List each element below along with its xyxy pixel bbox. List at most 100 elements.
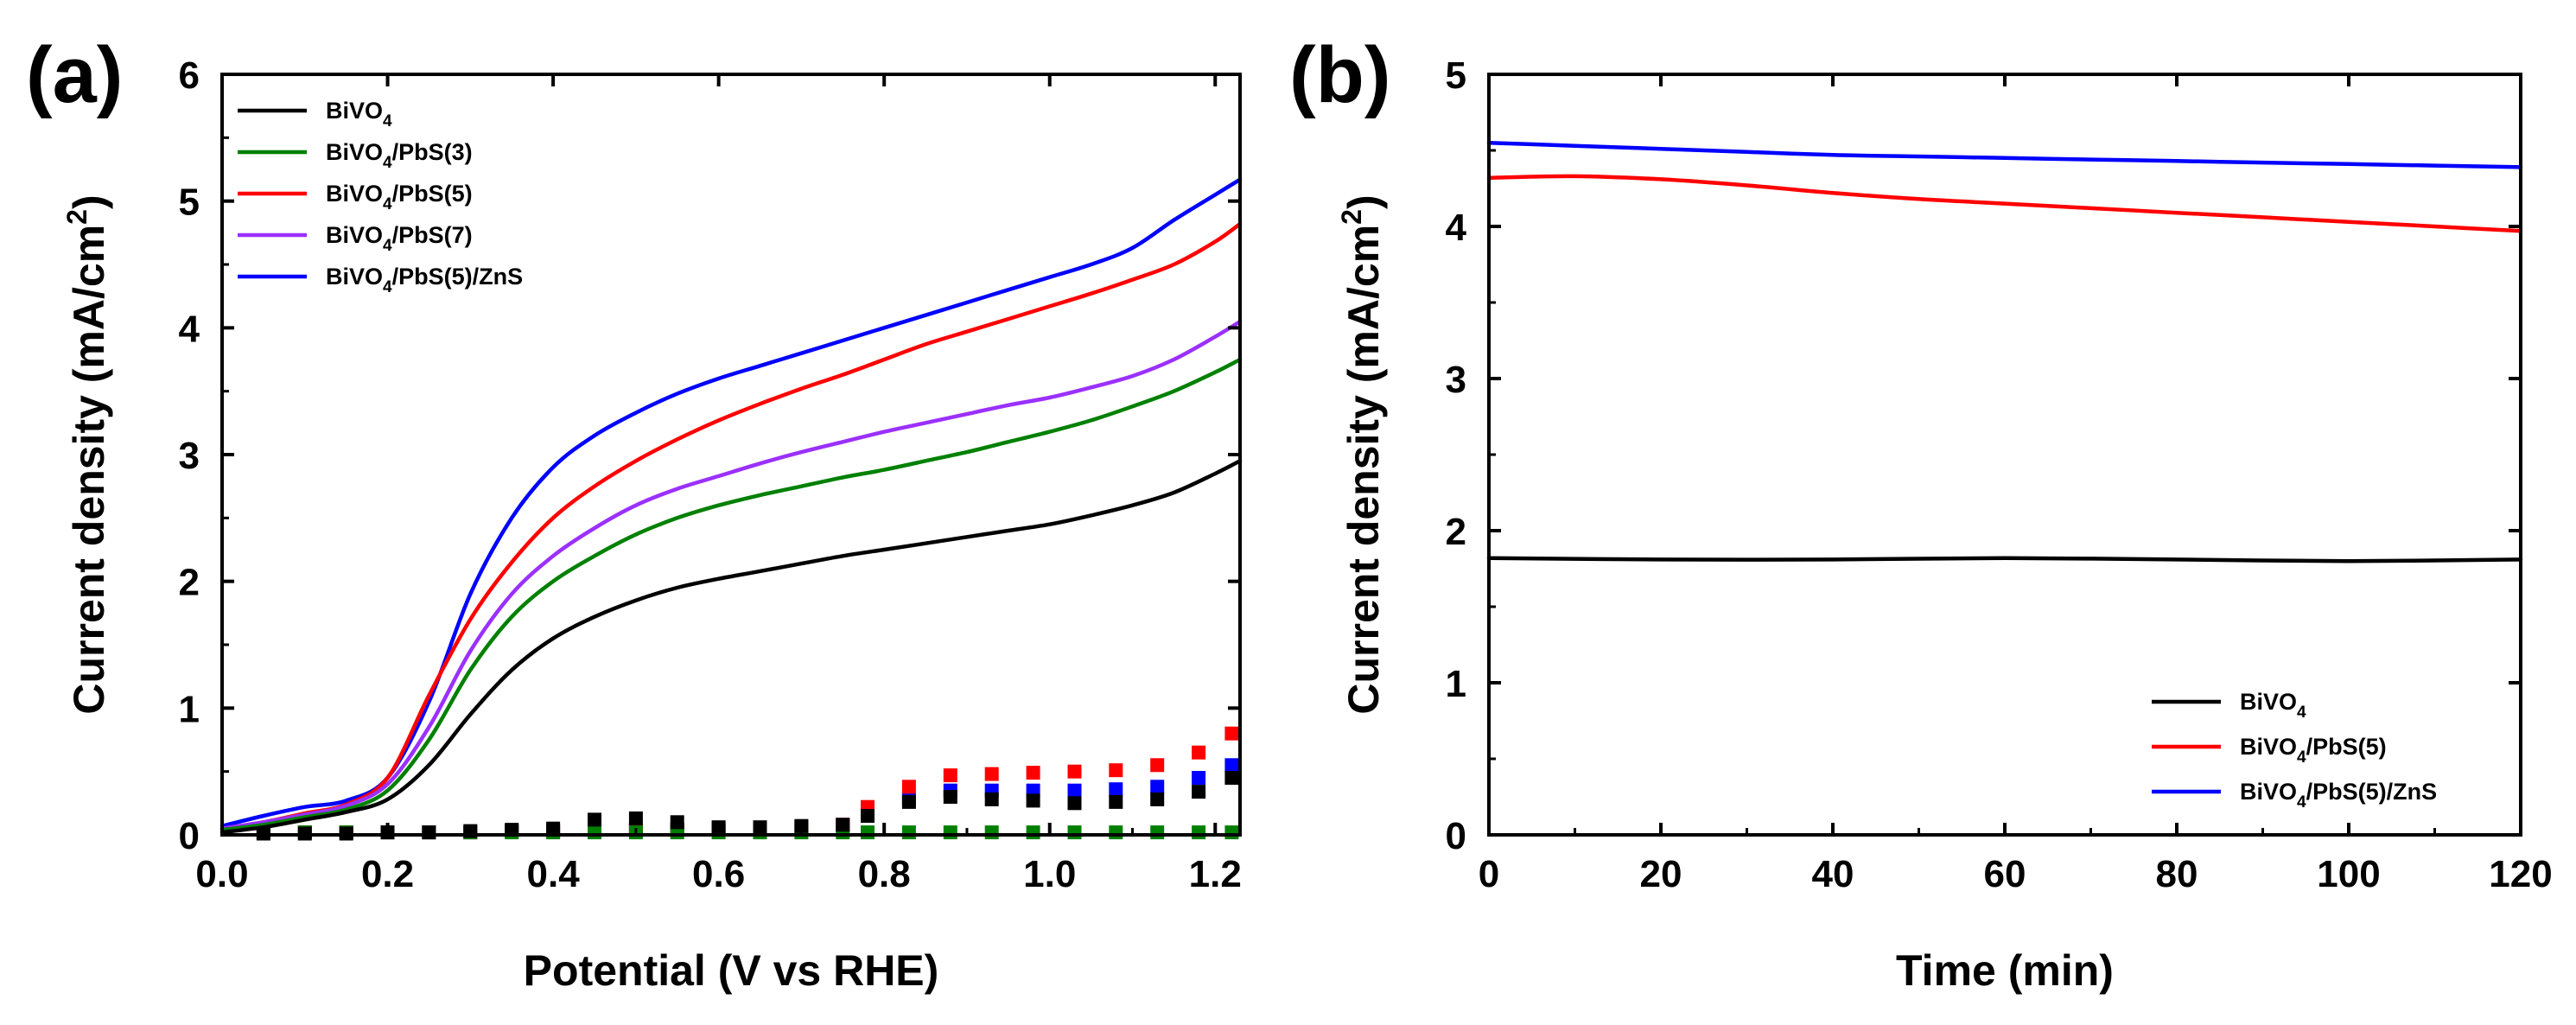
y-tick-label: 2 xyxy=(179,562,200,604)
legend-text-subscript: 4 xyxy=(2297,748,2306,767)
y-tick-label: 3 xyxy=(1446,359,1466,401)
legend-text-main: BiVO xyxy=(326,139,383,165)
dark-current-point xyxy=(901,780,916,794)
series-line xyxy=(219,459,1243,835)
y-axis-title: Current density (mA/cm2) xyxy=(61,194,113,714)
legend-label: BiVO4 xyxy=(326,98,392,131)
x-axis-title: Potential (V vs RHE) xyxy=(524,946,939,995)
series-line xyxy=(219,221,1243,831)
dark-current-point xyxy=(861,825,875,840)
y-tick-label: 2 xyxy=(1446,511,1466,553)
x-tick-label: 0.4 xyxy=(527,853,581,895)
legend-text-rest: /PbS(5)/ZnS xyxy=(2306,779,2438,805)
dark-current-point xyxy=(670,815,684,830)
series-group xyxy=(1486,140,2523,563)
dark-current-point xyxy=(1150,780,1165,794)
dark-current-point xyxy=(1224,771,1239,785)
legend-text-subscript: 4 xyxy=(383,195,392,213)
dark-current-point xyxy=(588,825,601,840)
legend-label: BiVO4/PbS(7) xyxy=(326,222,473,255)
dark-current-point xyxy=(1109,782,1123,797)
dark-current-point xyxy=(1150,758,1165,773)
x-tick-label: 100 xyxy=(2317,853,2380,895)
dark-current-point xyxy=(1224,825,1239,840)
dark-current-point xyxy=(1026,793,1040,808)
legend-text-main: BiVO xyxy=(326,181,383,207)
dark-current-point xyxy=(836,818,850,832)
legend-text-subscript: 4 xyxy=(383,237,392,255)
series-line xyxy=(1486,174,2523,233)
dark-current-point xyxy=(1067,825,1082,840)
legend-text-main: BiVO xyxy=(326,264,383,290)
legend-text-main: BiVO xyxy=(326,98,383,124)
dark-current-point xyxy=(1150,825,1165,840)
legend-text-main: BiVO xyxy=(326,222,383,248)
legend-text-rest: /PbS(7) xyxy=(392,222,473,248)
legend-text-subscript: 4 xyxy=(2297,793,2306,812)
dark-current-point xyxy=(1224,758,1239,773)
legend-label: BiVO4/PbS(5) xyxy=(326,181,473,213)
dark-current-point xyxy=(1067,783,1082,798)
dark-current-point xyxy=(588,812,601,827)
dark-current-point xyxy=(1026,766,1040,780)
dark-current-point xyxy=(1109,763,1123,778)
y-tick-label: 3 xyxy=(179,435,200,477)
series-line xyxy=(219,319,1243,831)
y-tick-label: 1 xyxy=(179,688,200,730)
legend-text-subscript: 4 xyxy=(2297,703,2306,722)
y-axis-title-unit: (mA/cm xyxy=(65,225,113,383)
x-tick-label: 20 xyxy=(1640,853,1682,895)
y-tick-label: 0 xyxy=(1446,815,1466,857)
x-tick-label: 0.8 xyxy=(858,853,911,895)
legend-text-rest: /PbS(3) xyxy=(392,139,473,165)
y-axis-title: Current density (mA/cm2) xyxy=(1336,194,1388,714)
legend-text-subscript: 4 xyxy=(383,278,392,296)
dark-current-point xyxy=(861,809,875,823)
y-tick-label: 4 xyxy=(1446,207,1467,249)
legend: BiVO4BiVO4/PbS(3)BiVO4/PbS(5)BiVO4/PbS(7… xyxy=(238,98,523,296)
y-tick-label: 0 xyxy=(179,815,200,857)
x-tick-label: 1.0 xyxy=(1023,853,1076,895)
legend-text-rest: /PbS(5) xyxy=(2306,734,2387,760)
series-line xyxy=(219,357,1243,832)
dark-current-point xyxy=(753,820,767,835)
dark-current-point xyxy=(984,792,999,806)
panel-a: (a) 0.0 0.2 0.4 0.6 0.8 1.0 1.2 0 1 2 3 4 5 6 Potential… xyxy=(26,31,1243,995)
x-tick-label: 0.0 xyxy=(195,853,248,895)
dark-current-point xyxy=(984,767,999,781)
y-tick-label: 1 xyxy=(1446,663,1466,705)
dark-current-point xyxy=(901,794,916,809)
dark-current-point xyxy=(943,790,957,804)
dark-current-point xyxy=(1192,745,1206,760)
legend-text-rest: /PbS(5) xyxy=(392,181,473,207)
y-axis-title-main: Current density xyxy=(65,383,113,714)
x-tick-label: 80 xyxy=(2156,853,2198,895)
dark-current-point xyxy=(1067,764,1082,779)
y-tick-label: 5 xyxy=(1446,54,1466,97)
x-axis-title: Time (min) xyxy=(1896,946,2114,995)
panel-label: (a) xyxy=(26,31,123,119)
legend-text-subscript: 4 xyxy=(383,112,392,131)
x-tick-label: 60 xyxy=(1984,853,2026,895)
dark-current-point xyxy=(1109,825,1123,840)
x-tick-label: 0 xyxy=(1479,853,1499,895)
y-axis-title-superscript: 2 xyxy=(61,209,92,225)
legend-label: BiVO4/PbS(5)/ZnS xyxy=(326,264,523,296)
legend-text-main: BiVO xyxy=(2240,689,2297,715)
legend-label: BiVO4 xyxy=(2240,689,2306,722)
dark-current-point xyxy=(984,825,999,840)
legend-label: BiVO4/PbS(3) xyxy=(326,139,473,172)
legend-text-subscript: 4 xyxy=(383,154,392,172)
dark-current-point xyxy=(943,768,957,783)
dark-current-point xyxy=(628,811,643,825)
plot-frame xyxy=(1487,73,2522,837)
legend-label: BiVO4/PbS(5)/ZnS xyxy=(2240,779,2437,812)
legend-text-main: BiVO xyxy=(2240,779,2297,805)
dark-current-point xyxy=(794,818,809,833)
dark-current-point xyxy=(901,825,916,840)
dark-current-point xyxy=(1192,825,1206,840)
x-tick-label: 0.2 xyxy=(361,853,414,895)
y-axis-title-unit: (mA/cm xyxy=(1339,225,1388,383)
